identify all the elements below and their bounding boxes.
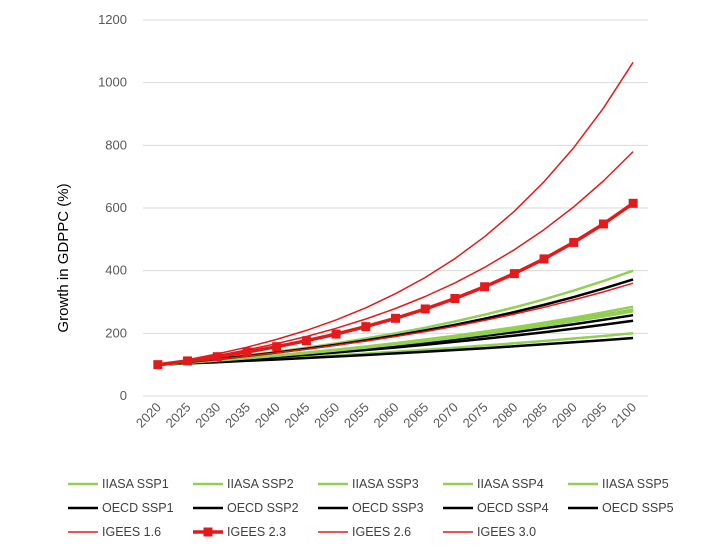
- legend-item: IIASA SSP3: [318, 477, 419, 491]
- legend-item: IIASA SSP5: [568, 477, 669, 491]
- data-point-marker: [212, 352, 222, 362]
- y-tick-label: 0: [120, 388, 127, 403]
- legend-label: IGEES 2.6: [352, 525, 411, 539]
- legend-label: IGEES 3.0: [477, 525, 536, 539]
- data-point-marker: [628, 198, 638, 208]
- x-tick-label: 2060: [371, 400, 402, 431]
- series-line: [157, 151, 634, 366]
- data-point-marker: [509, 269, 519, 279]
- x-tick-label: 2050: [311, 400, 342, 431]
- series-lines: [153, 61, 638, 370]
- x-tick-label: 2055: [341, 400, 372, 431]
- legend-label: IIASA SSP3: [352, 477, 419, 491]
- legend-item: IIASA SSP1: [68, 477, 169, 491]
- data-point-marker: [391, 313, 400, 323]
- x-tick-label: 2070: [430, 400, 461, 431]
- y-tick-label: 400: [105, 263, 127, 278]
- series-line: [157, 336, 634, 366]
- x-tick-label: 2035: [222, 400, 253, 431]
- legend-item: IGEES 1.6: [68, 525, 161, 539]
- legend-label: IGEES 1.6: [102, 525, 161, 539]
- legend-marker: [203, 527, 213, 537]
- series-igees-2-6: [157, 151, 634, 366]
- y-tick-label: 1200: [98, 12, 127, 27]
- series-line: [157, 282, 634, 366]
- series-igees-2-3: [153, 198, 638, 370]
- legend-label: IIASA SSP5: [602, 477, 669, 491]
- legend-label: OECD SSP4: [477, 501, 549, 515]
- x-tick-label: 2020: [133, 400, 164, 431]
- data-point-marker: [331, 329, 341, 339]
- legend-item: OECD SSP3: [318, 501, 424, 515]
- legend-label: IIASA SSP2: [227, 477, 294, 491]
- y-tick-label: 1000: [98, 75, 127, 90]
- series-iiasa-ssp5: [157, 310, 634, 366]
- x-tick-label: 2075: [460, 400, 491, 431]
- legend: IIASA SSP1 IIASA SSP2 IIASA SSP3 IIASA SSP4…: [68, 477, 674, 539]
- y-tick-label: 200: [105, 325, 127, 340]
- legend-item: IGEES 3.0: [443, 525, 536, 539]
- data-point-marker: [242, 347, 252, 357]
- x-tick-label: 2095: [579, 400, 610, 431]
- legend-item: IIASA SSP2: [193, 477, 294, 491]
- legend-item: OECD SSP4: [443, 501, 549, 515]
- x-tick-label: 2065: [400, 400, 431, 431]
- x-tick-label: 2045: [281, 400, 312, 431]
- x-tick-label: 2040: [252, 400, 283, 431]
- series-line: [157, 61, 634, 366]
- legend-item: IIASA SSP4: [443, 477, 544, 491]
- data-point-marker: [361, 322, 371, 332]
- legend-item: OECD SSP2: [193, 501, 299, 515]
- x-tick-label: 2080: [489, 400, 520, 431]
- series-igees-3-0: [157, 61, 634, 366]
- data-point-marker: [272, 342, 282, 352]
- y-tick-labels: 0 200 400 600 800 1000 1200: [98, 12, 127, 403]
- series-line: [157, 310, 634, 366]
- x-tick-label: 2085: [519, 400, 550, 431]
- data-point-marker: [598, 219, 608, 229]
- data-point-marker: [153, 360, 163, 370]
- legend-label: OECD SSP3: [352, 501, 424, 515]
- legend-label: OECD SSP5: [602, 501, 674, 515]
- legend-label: IIASA SSP4: [477, 477, 544, 491]
- y-axis-label: Growth in GDPPC (%): [55, 183, 72, 332]
- y-tick-label: 800: [105, 137, 127, 152]
- data-point-marker: [450, 293, 460, 303]
- y-tick-label: 600: [105, 200, 127, 215]
- series-igees-1-6: [157, 282, 634, 366]
- data-point-marker: [480, 282, 490, 292]
- legend-item: OECD SSP1: [68, 501, 174, 515]
- x-tick-label: 2025: [163, 400, 194, 431]
- legend-item: IGEES 2.6: [318, 525, 411, 539]
- data-point-marker: [569, 237, 579, 247]
- legend-item: OECD SSP5: [568, 501, 674, 515]
- legend-label: IGEES 2.3: [227, 525, 286, 539]
- series-oecd-ssp3: [157, 336, 634, 366]
- x-tick-label: 2100: [608, 400, 639, 431]
- legend-label: IIASA SSP1: [102, 477, 169, 491]
- data-point-marker: [539, 254, 549, 264]
- legend-item: IGEES 2.3: [193, 525, 286, 539]
- x-tick-label: 2090: [549, 400, 580, 431]
- x-tick-labels: 2020202520302035204020452050205520602065…: [133, 400, 639, 431]
- legend-label: OECD SSP2: [227, 501, 299, 515]
- y-gridlines: [143, 19, 648, 397]
- legend-label: OECD SSP1: [102, 501, 174, 515]
- x-tick-label: 2030: [192, 400, 223, 431]
- data-point-marker: [420, 304, 430, 314]
- data-point-marker: [301, 336, 311, 346]
